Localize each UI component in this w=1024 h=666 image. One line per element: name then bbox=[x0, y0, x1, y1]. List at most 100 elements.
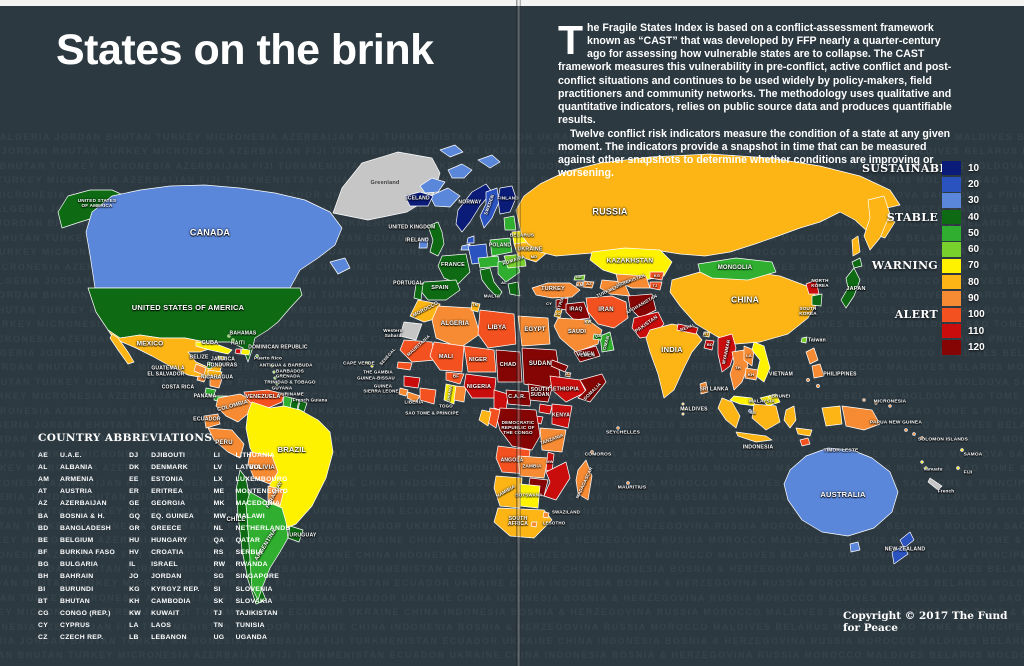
abbreviation-row-bi: BI BURUNDI bbox=[38, 583, 115, 595]
legend-color-swatch-120 bbox=[942, 340, 961, 355]
abbreviation-code: RS bbox=[213, 549, 224, 557]
map-region-uruguay bbox=[287, 525, 304, 543]
abbreviation-country: BANGLADESH bbox=[60, 524, 111, 532]
abbreviation-row-hv: HV CROATIA bbox=[129, 547, 200, 559]
map-region-iran bbox=[585, 295, 629, 329]
abbreviation-row-kh: KH CAMBODIA bbox=[129, 595, 200, 607]
abbreviation-row-gr: GR GREECE bbox=[129, 522, 200, 534]
abbreviation-country: LUXEMBOURG bbox=[235, 475, 288, 483]
abbreviation-code: BI bbox=[38, 585, 46, 593]
map-region-italy bbox=[479, 267, 503, 299]
abbreviation-code: DJ bbox=[129, 451, 139, 459]
legend-color-swatch-110 bbox=[942, 323, 961, 339]
abbreviation-country: BHUTAN bbox=[60, 597, 90, 605]
abbreviation-code: DK bbox=[129, 463, 140, 471]
abbreviation-row-bd: BD BANGLADESH bbox=[38, 522, 115, 534]
abbreviation-country: QATAR bbox=[235, 536, 261, 544]
abbreviations-title: COUNTRY ABBREVIATIONS bbox=[38, 432, 213, 444]
map-region-burkina-faso bbox=[445, 371, 465, 385]
intro-text-2: Twelve conflict risk indicators measure … bbox=[558, 128, 951, 180]
risk-scale-legend: SUSTAINABLE 10 20 30 STABLE 40 50 60 WARNING 70 80… bbox=[862, 160, 985, 356]
map-region-sierra-leone bbox=[398, 387, 409, 397]
abbreviation-code: SG bbox=[213, 573, 225, 581]
abbreviation-row-am: AM ARMENIA bbox=[38, 473, 115, 485]
abbreviation-code: TN bbox=[213, 622, 224, 630]
watermark-row: ALGERIA JORDAN BHUTAN TURKEY MICRONESIA … bbox=[0, 578, 1024, 589]
map-region-brazil bbox=[245, 401, 334, 531]
map-region-cuba bbox=[195, 341, 233, 355]
abbreviation-row-cz: CZ CZECH REP. bbox=[38, 632, 115, 644]
map-region-greece bbox=[507, 281, 521, 297]
abbreviation-code: TJ bbox=[213, 610, 223, 618]
abbreviation-code: ME bbox=[213, 488, 225, 496]
abbreviation-country: LITHUANIA bbox=[235, 451, 275, 459]
abbreviation-row-tn: TN TUNISIA bbox=[214, 620, 291, 632]
abbreviation-row-nl: NL NETHERLANDS bbox=[214, 522, 291, 534]
map-region-ecuador bbox=[203, 413, 221, 429]
map-region-gabon bbox=[478, 409, 492, 427]
abbreviation-code: BE bbox=[38, 536, 49, 544]
abbreviation-country: MALAWI bbox=[235, 512, 265, 520]
abbreviation-country: TAJIKISTAN bbox=[235, 610, 278, 618]
map-region-uganda bbox=[538, 403, 553, 415]
abbreviation-row-me: ME MONTENEGRO bbox=[214, 486, 291, 498]
abbreviation-code: CG bbox=[38, 610, 49, 618]
abbreviation-code: KW bbox=[129, 610, 142, 618]
map-region-morocco bbox=[409, 299, 441, 323]
map-region-oman bbox=[599, 331, 615, 353]
map-region-sakhalin bbox=[851, 235, 861, 257]
page-top-edge bbox=[0, 0, 1024, 6]
map-region-sweden bbox=[479, 187, 500, 229]
abbreviation-country: GREECE bbox=[151, 524, 182, 532]
abbreviation-country: CZECH REP. bbox=[60, 634, 104, 642]
map-region-libya bbox=[477, 309, 517, 349]
map-region-finland bbox=[497, 185, 517, 215]
abbreviation-code: GR bbox=[129, 524, 140, 532]
map-region-france bbox=[437, 253, 471, 285]
map-region-india bbox=[645, 323, 703, 399]
abbreviation-row-hu: HU HUNGARY bbox=[129, 534, 200, 546]
legend-value-label: 40 bbox=[968, 211, 980, 223]
map-region-north-korea bbox=[805, 279, 820, 295]
abbreviation-country: MONTENEGRO bbox=[235, 488, 289, 496]
map-region-belize bbox=[206, 361, 213, 370]
abbreviation-country: SERBIA bbox=[235, 549, 264, 557]
abbreviation-country: HUNGARY bbox=[151, 536, 188, 544]
abbreviation-row-bg: BG BULGARIA bbox=[38, 559, 115, 571]
legend-value-label: 100 bbox=[968, 309, 985, 321]
abbreviation-row-ae: AE U.A.E. bbox=[38, 449, 115, 461]
abbreviation-code: LX bbox=[213, 475, 223, 483]
abbreviation-code: QA bbox=[213, 536, 225, 544]
country-abbreviations: COUNTRY ABBREVIATIONS AE U.A.E. AL ALBANIA A… bbox=[38, 432, 304, 644]
watermark-row: ALGERIA JORDAN BHUTAN TURKEY MICRONESIA … bbox=[0, 132, 1024, 142]
map-region-ireland bbox=[418, 237, 429, 249]
abbreviation-row-li: LI LITHUANIA bbox=[214, 449, 291, 461]
map-region-madagascar bbox=[575, 459, 593, 501]
abbreviation-country: CAMBODIA bbox=[151, 597, 191, 605]
abbreviation-row-ug: UG UGANDA bbox=[214, 632, 291, 644]
abbreviation-code: AE bbox=[38, 451, 49, 459]
abbreviation-country: LAOS bbox=[151, 622, 172, 630]
abbreviation-code: BF bbox=[38, 549, 48, 557]
abbreviation-row-si: SI SLOVENIA bbox=[214, 583, 291, 595]
watermark-row: ALGERIA JORDAN BHUTAN TURKEY MICRONESIA … bbox=[0, 650, 1024, 661]
map-region-honduras bbox=[207, 369, 223, 379]
map-region-botswana bbox=[519, 483, 541, 509]
abbreviation-country: ARMENIA bbox=[60, 475, 94, 483]
abbreviation-code: HU bbox=[129, 536, 140, 544]
page-title: States on the brink bbox=[56, 26, 434, 74]
abbreviation-code: GE bbox=[129, 500, 140, 508]
abbreviation-row-gq: GQ EQ. GUINEA bbox=[129, 510, 200, 522]
abbreviation-row-al: AL ALBANIA bbox=[38, 461, 115, 473]
map-region-new-zealand bbox=[891, 531, 915, 565]
map-region-small-caribbean-islands bbox=[227, 334, 279, 386]
legend-color-swatch-30 bbox=[942, 193, 961, 208]
map-region-algeria bbox=[431, 305, 481, 349]
abbreviation-row-at: AT AUSTRIA bbox=[38, 486, 115, 498]
watermark-row: ALGERIA JORDAN BHUTAN TURKEY MICRONESIA … bbox=[0, 564, 1024, 574]
abbreviation-row-dk: DK DENMARK bbox=[129, 461, 200, 473]
map-region-georgia bbox=[573, 274, 586, 281]
abbreviations-column-1: AE U.A.E. AL ALBANIA AM ARMENIA AT AUSTRIA AZ AZE… bbox=[38, 449, 115, 644]
abbreviation-country: UGANDA bbox=[235, 634, 268, 642]
map-region-tunisia bbox=[470, 301, 481, 313]
